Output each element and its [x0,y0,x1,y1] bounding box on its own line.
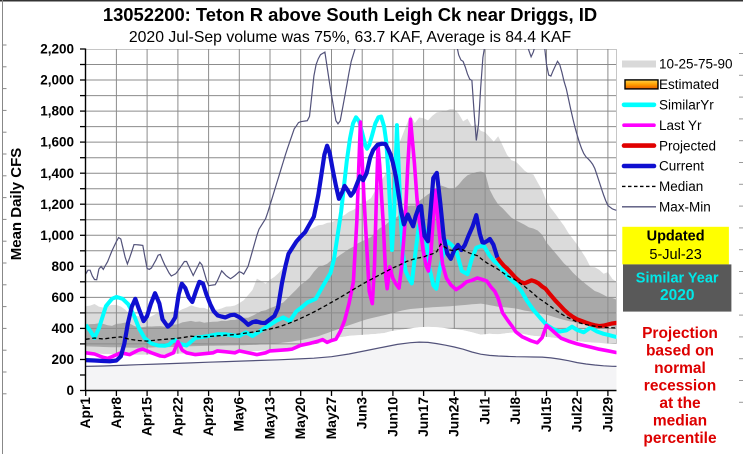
svg-text:400: 400 [51,321,74,336]
svg-text:2,000: 2,000 [40,73,74,88]
svg-text:Apr29: Apr29 [201,397,216,436]
svg-text:Apr22: Apr22 [170,397,185,436]
svg-text:May6: May6 [232,397,247,432]
svg-text:Similar Year: Similar Year [636,271,719,287]
svg-text:Apr1: Apr1 [78,397,93,429]
svg-text:percentile: percentile [643,430,717,447]
svg-text:2,200: 2,200 [40,42,74,57]
svg-text:at the: at the [659,395,701,412]
svg-text:Apr8: Apr8 [109,397,124,429]
svg-text:recession: recession [644,378,716,395]
svg-text:1,800: 1,800 [40,104,74,119]
svg-text:600: 600 [51,290,74,305]
svg-text:1,000: 1,000 [40,228,74,243]
svg-text:2020: 2020 [660,287,694,304]
svg-text:May27: May27 [324,397,339,440]
svg-text:Jun3: Jun3 [355,397,370,430]
svg-text:Jun10: Jun10 [385,397,400,437]
svg-text:based on: based on [646,343,714,360]
svg-text:13052200: Teton R above South: 13052200: Teton R above South Leigh Ck n… [103,4,597,25]
svg-text:Jul22: Jul22 [570,397,585,433]
svg-text:Estimated: Estimated [659,77,719,92]
svg-text:May20: May20 [293,397,308,440]
svg-text:10-25-75-90: 10-25-75-90 [659,57,733,72]
svg-text:200: 200 [51,352,74,367]
svg-text:Mean Daily CFS: Mean Daily CFS [8,148,25,261]
svg-text:Current: Current [659,159,704,174]
svg-text:Jun17: Jun17 [416,397,431,437]
svg-text:normal: normal [654,360,706,377]
svg-text:Jun24: Jun24 [447,397,462,437]
svg-text:800: 800 [51,259,74,274]
svg-text:Updated: Updated [647,229,705,245]
svg-text:Last Yr: Last Yr [659,118,702,133]
svg-text:May13: May13 [262,397,277,440]
svg-text:Apr15: Apr15 [140,397,155,436]
svg-text:1,200: 1,200 [40,197,74,212]
svg-text:SimilarYr: SimilarYr [659,98,714,113]
svg-text:Jul29: Jul29 [600,397,615,433]
svg-text:1,600: 1,600 [40,135,74,150]
svg-text:Median: Median [659,179,703,194]
svg-text:Max-Min: Max-Min [659,200,711,215]
svg-text:5-Jul-23: 5-Jul-23 [649,247,701,263]
svg-text:0: 0 [66,383,74,398]
svg-text:1,400: 1,400 [40,166,74,181]
svg-text:Jul15: Jul15 [539,397,554,433]
svg-text:Jul1: Jul1 [478,397,493,425]
svg-text:Jul8: Jul8 [508,397,523,425]
svg-text:2020 Jul-Sep volume was 75%, 6: 2020 Jul-Sep volume was 75%, 63.7 KAF, A… [129,29,572,46]
svg-text:Projection: Projection [642,325,718,342]
svg-text:median: median [653,413,707,430]
svg-text:Projected: Projected [659,138,716,153]
